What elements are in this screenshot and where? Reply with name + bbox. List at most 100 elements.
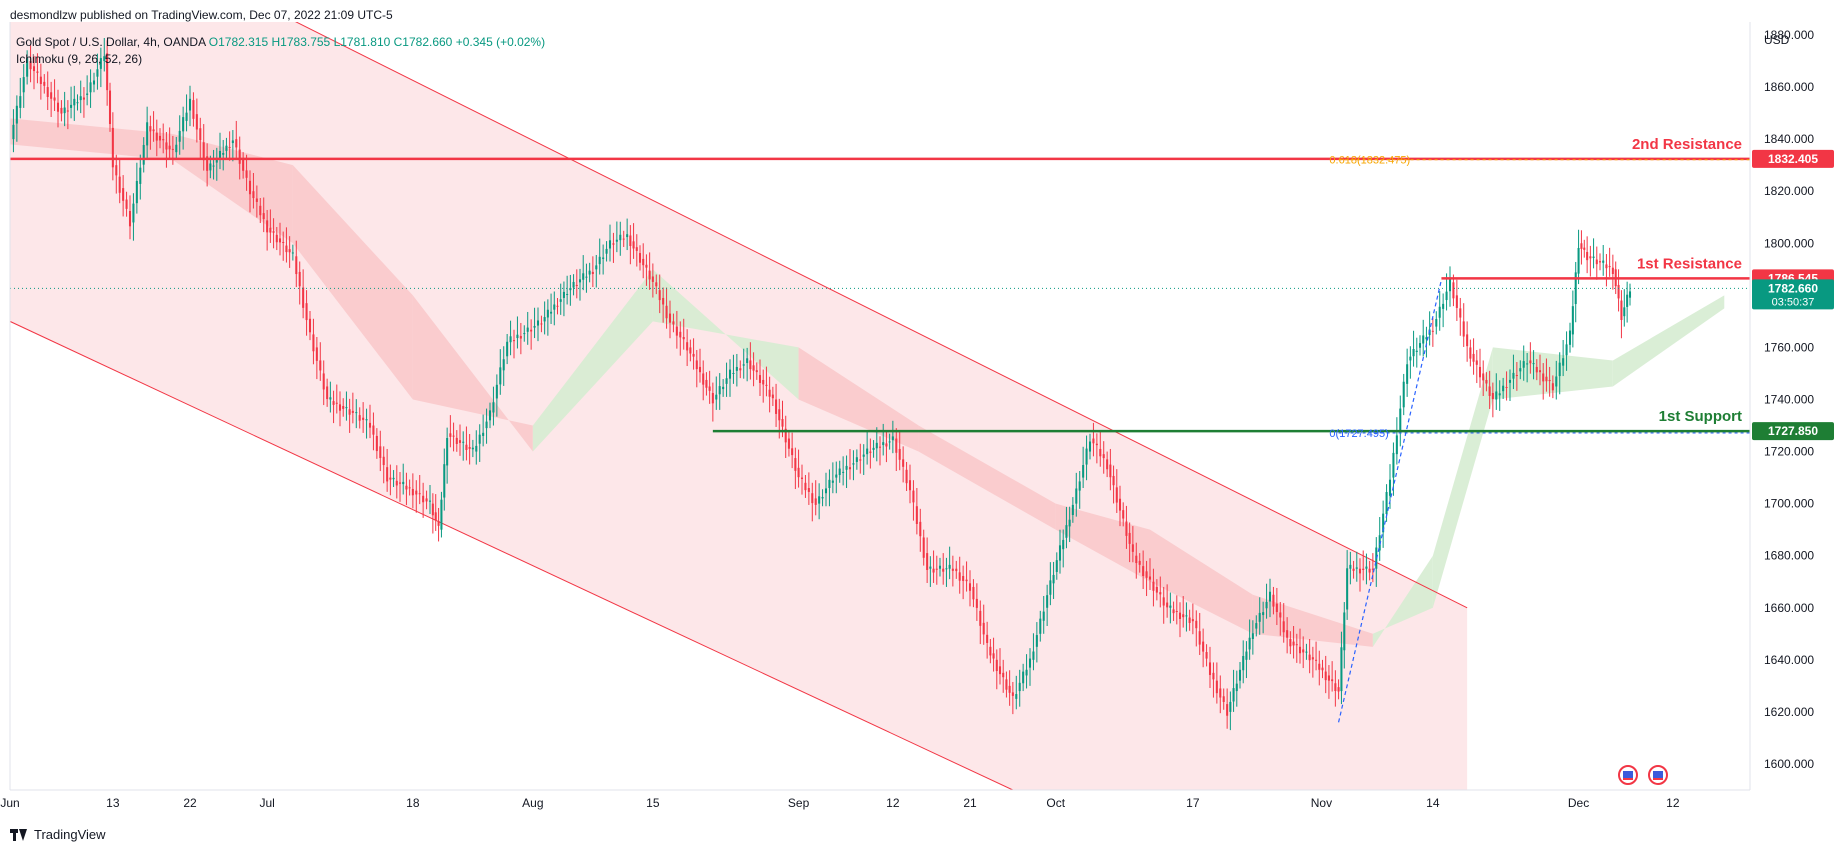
candle-body: [1039, 618, 1042, 634]
candle-body: [1152, 581, 1155, 591]
candle-body: [1232, 688, 1235, 702]
candle-body: [979, 610, 982, 626]
candle-body: [1226, 704, 1229, 716]
candle-body: [1459, 308, 1462, 318]
candle-body: [1128, 532, 1131, 544]
candle-body: [1155, 586, 1158, 593]
candle-body: [1071, 504, 1074, 516]
candle-body: [231, 140, 234, 144]
y-tick-label: 1740.000: [1764, 392, 1814, 406]
candle-body: [1311, 657, 1314, 660]
candle-body: [92, 80, 96, 85]
candle-body: [765, 384, 768, 386]
candle-body: [1595, 259, 1598, 265]
candle-body: [1334, 683, 1337, 692]
candle-body: [188, 98, 192, 111]
candle-body: [462, 441, 465, 443]
candle-body: [872, 447, 875, 450]
candle-body: [1406, 364, 1409, 384]
candle-body: [168, 145, 171, 150]
tradingview-logo[interactable]: TradingView: [10, 827, 106, 842]
candle-body: [1166, 602, 1169, 608]
candle-body: [814, 498, 817, 505]
candle-body: [355, 412, 358, 414]
candle-body: [39, 76, 42, 85]
y-tick-label: 1820.000: [1764, 184, 1814, 198]
candle-body: [1222, 696, 1225, 702]
candle-body: [295, 256, 298, 275]
candle-body: [1478, 366, 1482, 378]
tradingview-logo-icon: [10, 828, 28, 841]
candle-body: [1159, 592, 1162, 595]
candle-body: [755, 370, 758, 373]
candle-body: [735, 366, 738, 371]
candle-body: [1571, 306, 1574, 335]
candle-body: [275, 234, 278, 243]
candle-body: [235, 139, 238, 148]
candle-body: [566, 293, 569, 295]
candle-body: [831, 480, 834, 483]
candle-body: [575, 284, 578, 286]
candle-body: [602, 257, 605, 259]
ichimoku-cloud-segment: [652, 269, 799, 400]
candle-body: [1532, 363, 1535, 365]
candle-body: [797, 467, 800, 478]
candle-body: [715, 394, 718, 400]
candle-body: [1438, 306, 1441, 318]
candle-body: [562, 291, 565, 298]
candle-body: [1122, 510, 1125, 519]
candle-body: [358, 415, 361, 421]
candle-body: [368, 422, 372, 428]
candle-body: [1620, 300, 1623, 321]
candle-body: [1515, 375, 1518, 377]
candle-body: [66, 110, 69, 112]
candle-body: [1208, 662, 1212, 675]
candle-body: [556, 305, 559, 307]
candle-body: [63, 107, 66, 114]
candle-body: [1598, 261, 1602, 263]
candle-body: [975, 598, 978, 608]
candle-body: [1605, 264, 1608, 269]
x-tick-label: Sep: [788, 796, 810, 810]
candle-body: [475, 445, 478, 452]
candle-body: [728, 369, 732, 379]
candle-body: [1502, 385, 1505, 392]
candle-body: [1558, 362, 1561, 377]
candle-body: [266, 220, 269, 233]
candle-body: [1586, 251, 1589, 261]
candle-body: [1583, 247, 1586, 250]
candle-body: [465, 444, 468, 450]
candle-body: [519, 335, 522, 339]
candle-body: [905, 469, 908, 484]
candle-body: [1617, 284, 1620, 299]
candle-body: [955, 568, 958, 572]
candle-body: [642, 258, 645, 266]
candle-body: [155, 132, 158, 141]
candle-body: [199, 128, 202, 141]
candle-body: [758, 375, 762, 383]
candle-body: [559, 299, 562, 302]
candle-body: [512, 340, 516, 342]
candle-body: [255, 198, 258, 202]
candle-body: [152, 129, 155, 132]
current-price-badge-bg: [1752, 279, 1834, 310]
candle-body: [1289, 639, 1292, 647]
candle-body: [434, 512, 437, 521]
candle-body: [1205, 652, 1208, 659]
candle-body: [209, 163, 212, 171]
candle-body: [968, 583, 972, 591]
candle-body: [215, 158, 218, 163]
candle-body: [182, 117, 185, 132]
candle-body: [96, 69, 99, 77]
candle-body: [1085, 448, 1088, 465]
candle-body: [1519, 368, 1522, 372]
us-flag-icon-canton: [1653, 771, 1663, 778]
y-tick-label: 1760.000: [1764, 340, 1814, 354]
candle-body: [718, 386, 721, 395]
candle-body: [1138, 560, 1141, 565]
candle-body: [443, 464, 446, 498]
candle-body: [622, 238, 625, 240]
candle-body: [192, 100, 195, 119]
candle-body: [588, 270, 591, 275]
